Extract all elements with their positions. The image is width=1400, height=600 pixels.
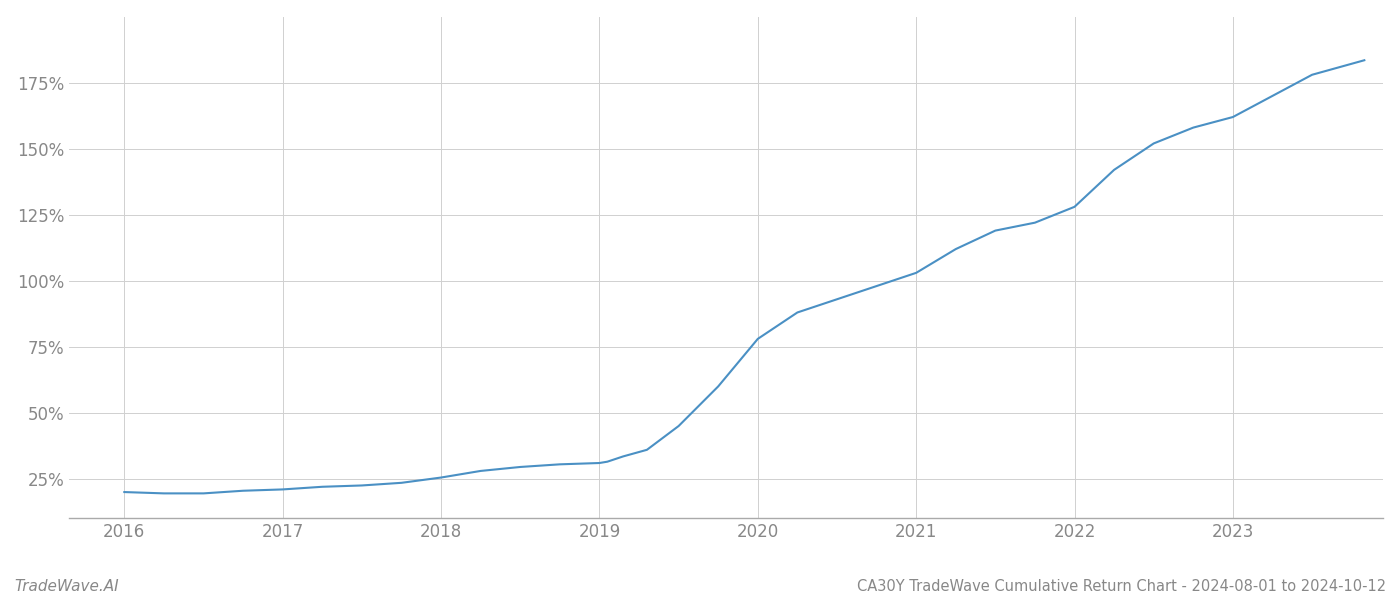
Text: CA30Y TradeWave Cumulative Return Chart - 2024-08-01 to 2024-10-12: CA30Y TradeWave Cumulative Return Chart … [857, 579, 1386, 594]
Text: TradeWave.AI: TradeWave.AI [14, 579, 119, 594]
